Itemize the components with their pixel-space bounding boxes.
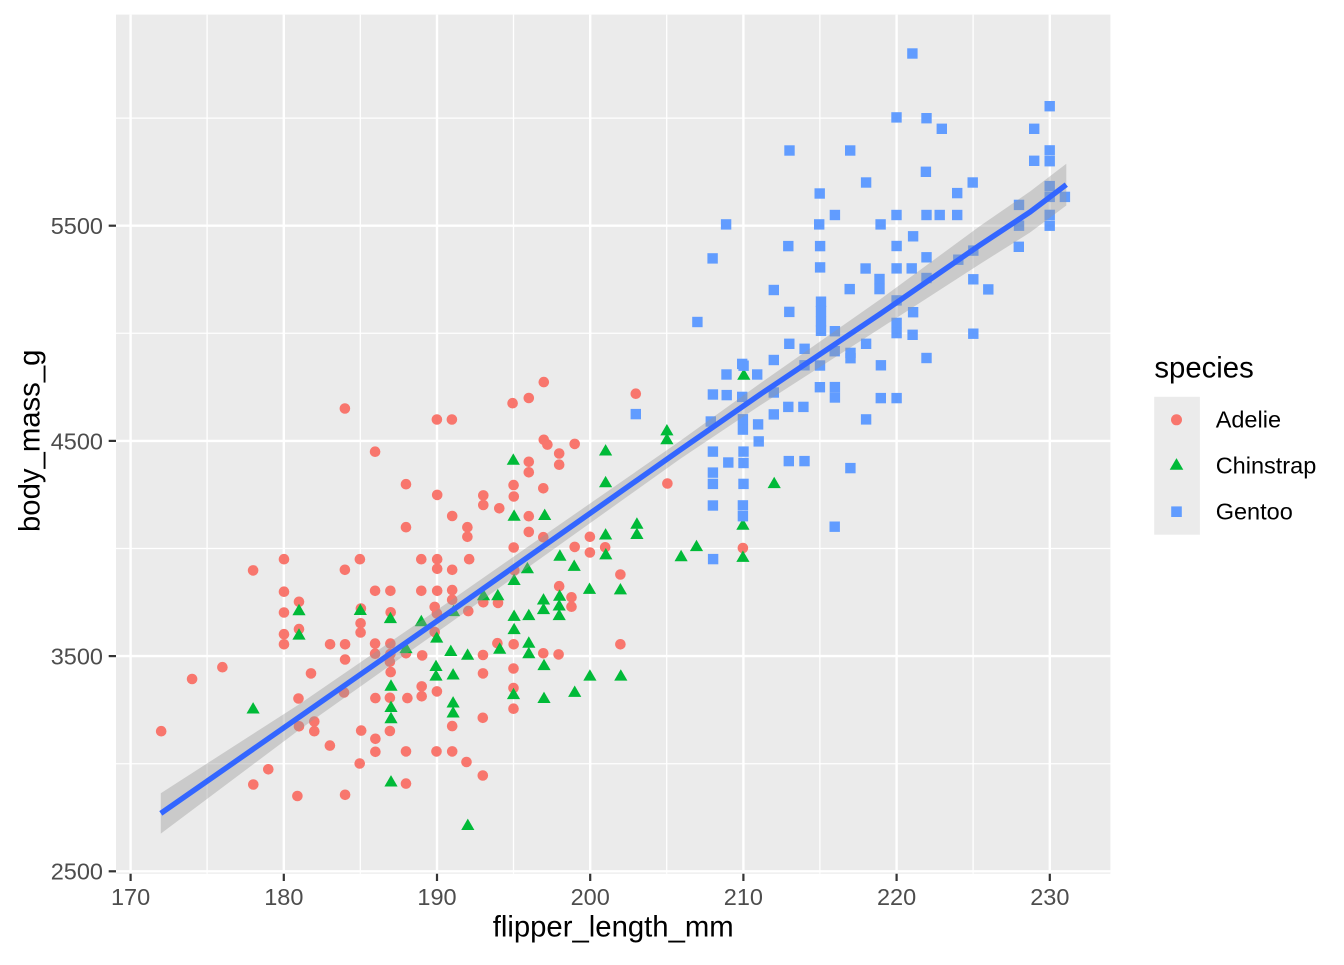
svg-text:4500: 4500 — [51, 428, 103, 454]
svg-text:Gentoo: Gentoo — [1216, 499, 1293, 525]
svg-text:2500: 2500 — [51, 859, 103, 885]
svg-text:190: 190 — [417, 884, 456, 910]
svg-text:body_mass_g: body_mass_g — [14, 350, 47, 532]
svg-text:170: 170 — [111, 884, 150, 910]
svg-text:Adelie: Adelie — [1216, 407, 1281, 433]
svg-text:230: 230 — [1030, 884, 1069, 910]
svg-text:flipper_length_mm: flipper_length_mm — [493, 911, 734, 944]
svg-text:3500: 3500 — [51, 644, 103, 670]
svg-text:200: 200 — [571, 884, 610, 910]
svg-text:180: 180 — [264, 884, 303, 910]
svg-text:species: species — [1154, 352, 1253, 385]
svg-text:Chinstrap: Chinstrap — [1216, 453, 1317, 479]
svg-text:5500: 5500 — [51, 213, 103, 239]
svg-text:220: 220 — [877, 884, 916, 910]
svg-text:210: 210 — [724, 884, 763, 910]
